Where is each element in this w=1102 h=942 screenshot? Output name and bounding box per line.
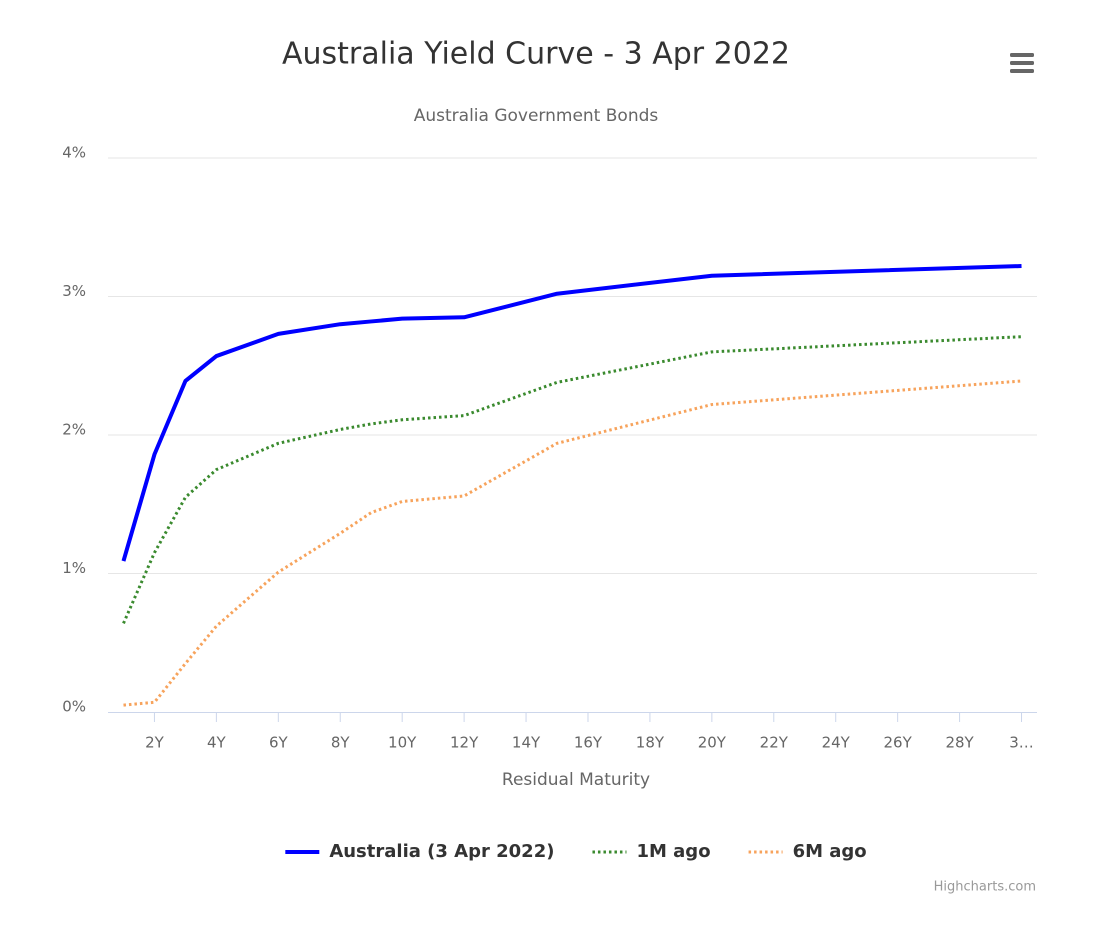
y-tick-label: 4% xyxy=(62,144,86,162)
x-tick-label: 28Y xyxy=(945,734,974,752)
x-tick-label: 22Y xyxy=(760,734,789,752)
legend: Australia (3 Apr 2022) 1M ago 6M ago xyxy=(285,841,867,862)
x-tick-label: 3… xyxy=(1009,734,1034,752)
y-tick-label: 2% xyxy=(62,421,86,439)
x-tick-label: 24Y xyxy=(822,734,851,752)
x-tick-label: 12Y xyxy=(450,734,479,752)
legend-item[interactable]: Australia (3 Apr 2022) xyxy=(285,841,554,862)
chart-title: Australia Yield Curve - 3 Apr 2022 xyxy=(282,37,790,72)
legend-item[interactable]: 6M ago xyxy=(748,841,867,862)
series-line xyxy=(122,335,1022,624)
y-tick-label: 1% xyxy=(62,559,86,577)
legend-label: 6M ago xyxy=(793,841,867,862)
y-tick-label: 0% xyxy=(62,698,86,716)
x-tick-label: 14Y xyxy=(512,734,541,752)
series-line xyxy=(121,264,1022,562)
x-tick-label: 18Y xyxy=(636,734,665,752)
x-tick-label: 16Y xyxy=(574,734,603,752)
chart-subtitle: Australia Government Bonds xyxy=(414,106,659,126)
y-tick-label: 3% xyxy=(62,282,86,300)
x-tick-label: 4Y xyxy=(207,734,227,752)
series-line xyxy=(123,379,1022,707)
x-tick-label: 10Y xyxy=(388,734,417,752)
x-tick-label: 8Y xyxy=(331,734,351,752)
legend-item[interactable]: 1M ago xyxy=(592,841,711,862)
menu-button[interactable] xyxy=(1010,53,1034,73)
x-tick-label: 26Y xyxy=(884,734,913,752)
legend-label: Australia (3 Apr 2022) xyxy=(329,841,554,862)
legend-label: 1M ago xyxy=(636,841,710,862)
x-axis-title: Residual Maturity xyxy=(502,770,650,790)
x-tick-label: 6Y xyxy=(269,734,289,752)
credits[interactable]: Highcharts.com xyxy=(934,880,1036,895)
x-tick-label: 20Y xyxy=(698,734,727,752)
x-tick-label: 2Y xyxy=(145,734,165,752)
